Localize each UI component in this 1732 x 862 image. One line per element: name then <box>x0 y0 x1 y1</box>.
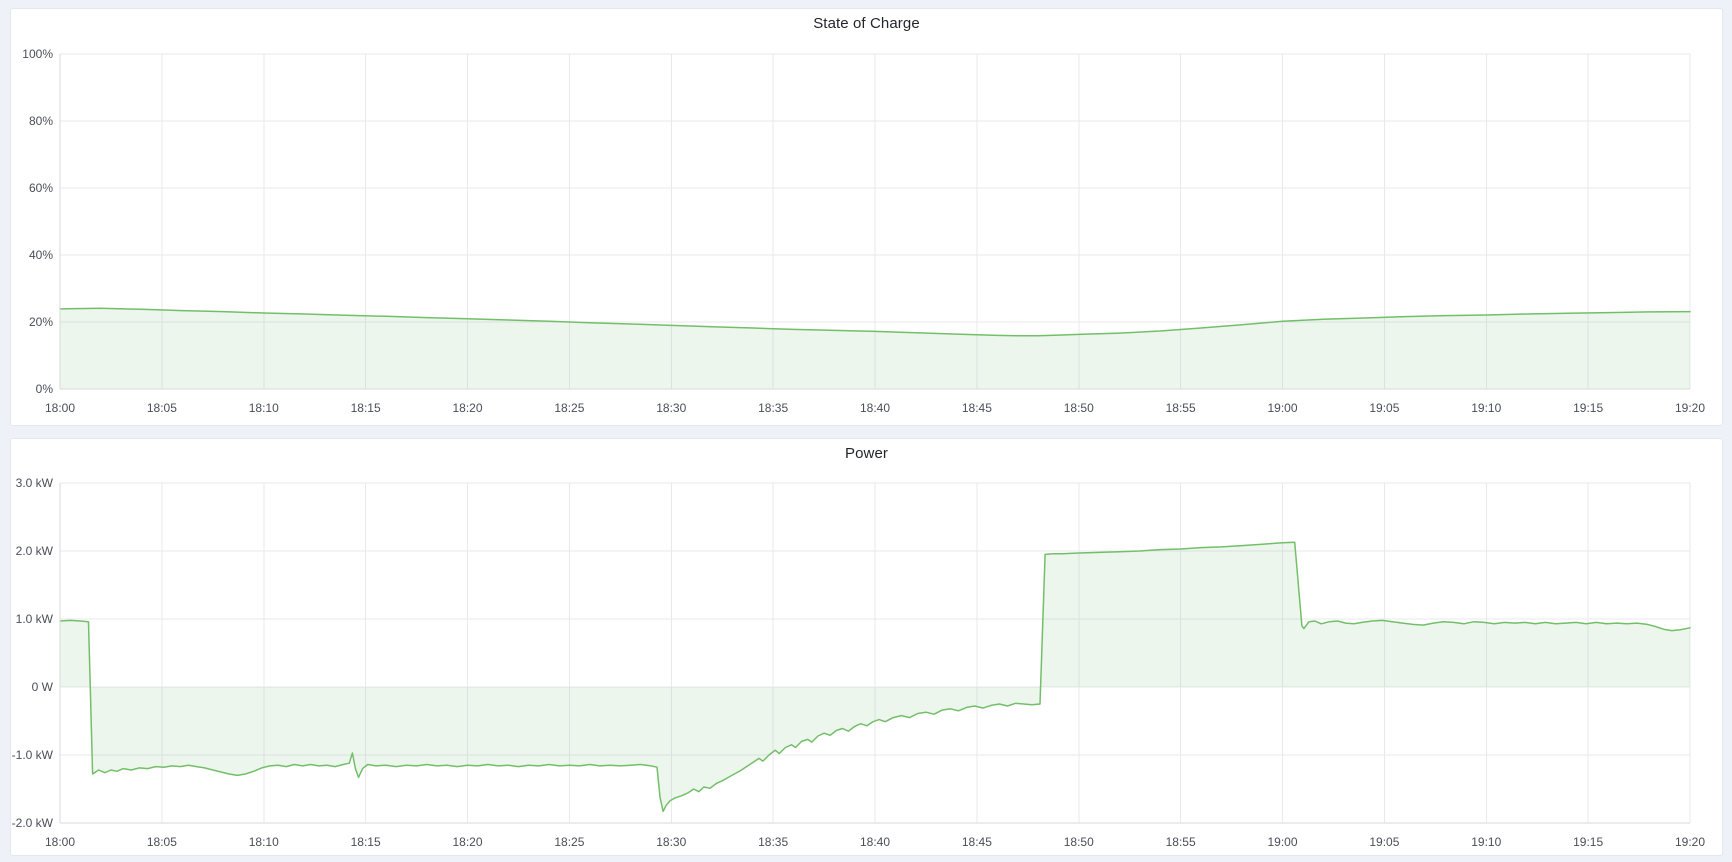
y-tick-label: 40% <box>29 248 53 262</box>
y-tick-label: 0% <box>36 382 54 396</box>
series-area <box>60 308 1690 389</box>
x-tick-label: 18:55 <box>1166 835 1196 849</box>
x-tick-label: 18:40 <box>860 835 890 849</box>
x-tick-label: 19:10 <box>1471 835 1501 849</box>
x-tick-label: 18:10 <box>249 401 279 415</box>
power-chart-plot[interactable]: 3.0 kW 2.0 kW 1.0 kW 0 W -1.0 kW -2.0 kW 18:00… <box>11 439 1722 855</box>
y-tick-label: 0 W <box>32 680 54 694</box>
x-tick-label: 19:15 <box>1573 835 1603 849</box>
x-tick-label: 18:20 <box>452 835 482 849</box>
x-tick-label: 18:25 <box>554 401 584 415</box>
x-tick-label: 18:10 <box>249 835 279 849</box>
x-tick-label: 19:00 <box>1267 401 1297 415</box>
y-tick-label: 100% <box>22 47 53 61</box>
series-line <box>59 541 1691 813</box>
x-tick-label: 18:25 <box>554 835 584 849</box>
x-tick-label: 18:35 <box>758 401 788 415</box>
x-tick-label: 19:15 <box>1573 401 1603 415</box>
y-tick-label: 60% <box>29 181 53 195</box>
x-tick-label: 19:00 <box>1267 835 1297 849</box>
x-tick-label: 18:20 <box>452 401 482 415</box>
y-tick-label: -2.0 kW <box>12 816 54 830</box>
y-tick-label: -1.0 kW <box>12 748 54 762</box>
x-tick-label: 19:10 <box>1471 401 1501 415</box>
x-tick-label: 18:00 <box>45 835 75 849</box>
x-tick-label: 18:30 <box>656 835 686 849</box>
y-tick-label: 80% <box>29 114 53 128</box>
panel-title-power[interactable]: Power <box>844 445 889 462</box>
x-tick-label: 18:05 <box>147 401 177 415</box>
x-tick-label: 18:50 <box>1064 401 1094 415</box>
x-tick-label: 19:20 <box>1675 835 1705 849</box>
x-tick-label: 18:05 <box>147 835 177 849</box>
x-tick-label: 18:50 <box>1064 835 1094 849</box>
x-tick-label: 18:45 <box>962 401 992 415</box>
x-tick-label: 18:15 <box>351 835 381 849</box>
series-area <box>60 542 1690 812</box>
x-tick-label: 18:40 <box>860 401 890 415</box>
soc-chart-plot[interactable]: 100% 80% 60% 40% 20% 0% 18:00 18:05 18:10 18:15 18… <box>11 9 1722 425</box>
y-tick-label: 1.0 kW <box>16 612 54 626</box>
x-tick-label: 19:05 <box>1369 835 1399 849</box>
x-tick-label: 18:30 <box>656 401 686 415</box>
x-tick-label: 18:00 <box>45 401 75 415</box>
panel-title-state-of-charge[interactable]: State of Charge <box>813 15 920 32</box>
series-line <box>59 307 1691 337</box>
y-tick-label: 2.0 kW <box>16 544 54 558</box>
x-tick-label: 18:35 <box>758 835 788 849</box>
x-tick-label: 19:05 <box>1369 401 1399 415</box>
x-tick-label: 18:45 <box>962 835 992 849</box>
y-tick-label: 3.0 kW <box>16 476 54 490</box>
x-tick-label: 18:15 <box>351 401 381 415</box>
x-tick-label: 18:55 <box>1166 401 1196 415</box>
panel-power: Power 3.0 kW 2.0 kW 1.0 kW 0 W -1.0 kW -2.0 k… <box>10 438 1723 856</box>
x-tick-label: 19:20 <box>1675 401 1705 415</box>
panel-state-of-charge: State of Charge 100% 80% 60% 40% 20% 0% 18:00 1… <box>10 8 1723 426</box>
y-tick-label: 20% <box>29 315 53 329</box>
